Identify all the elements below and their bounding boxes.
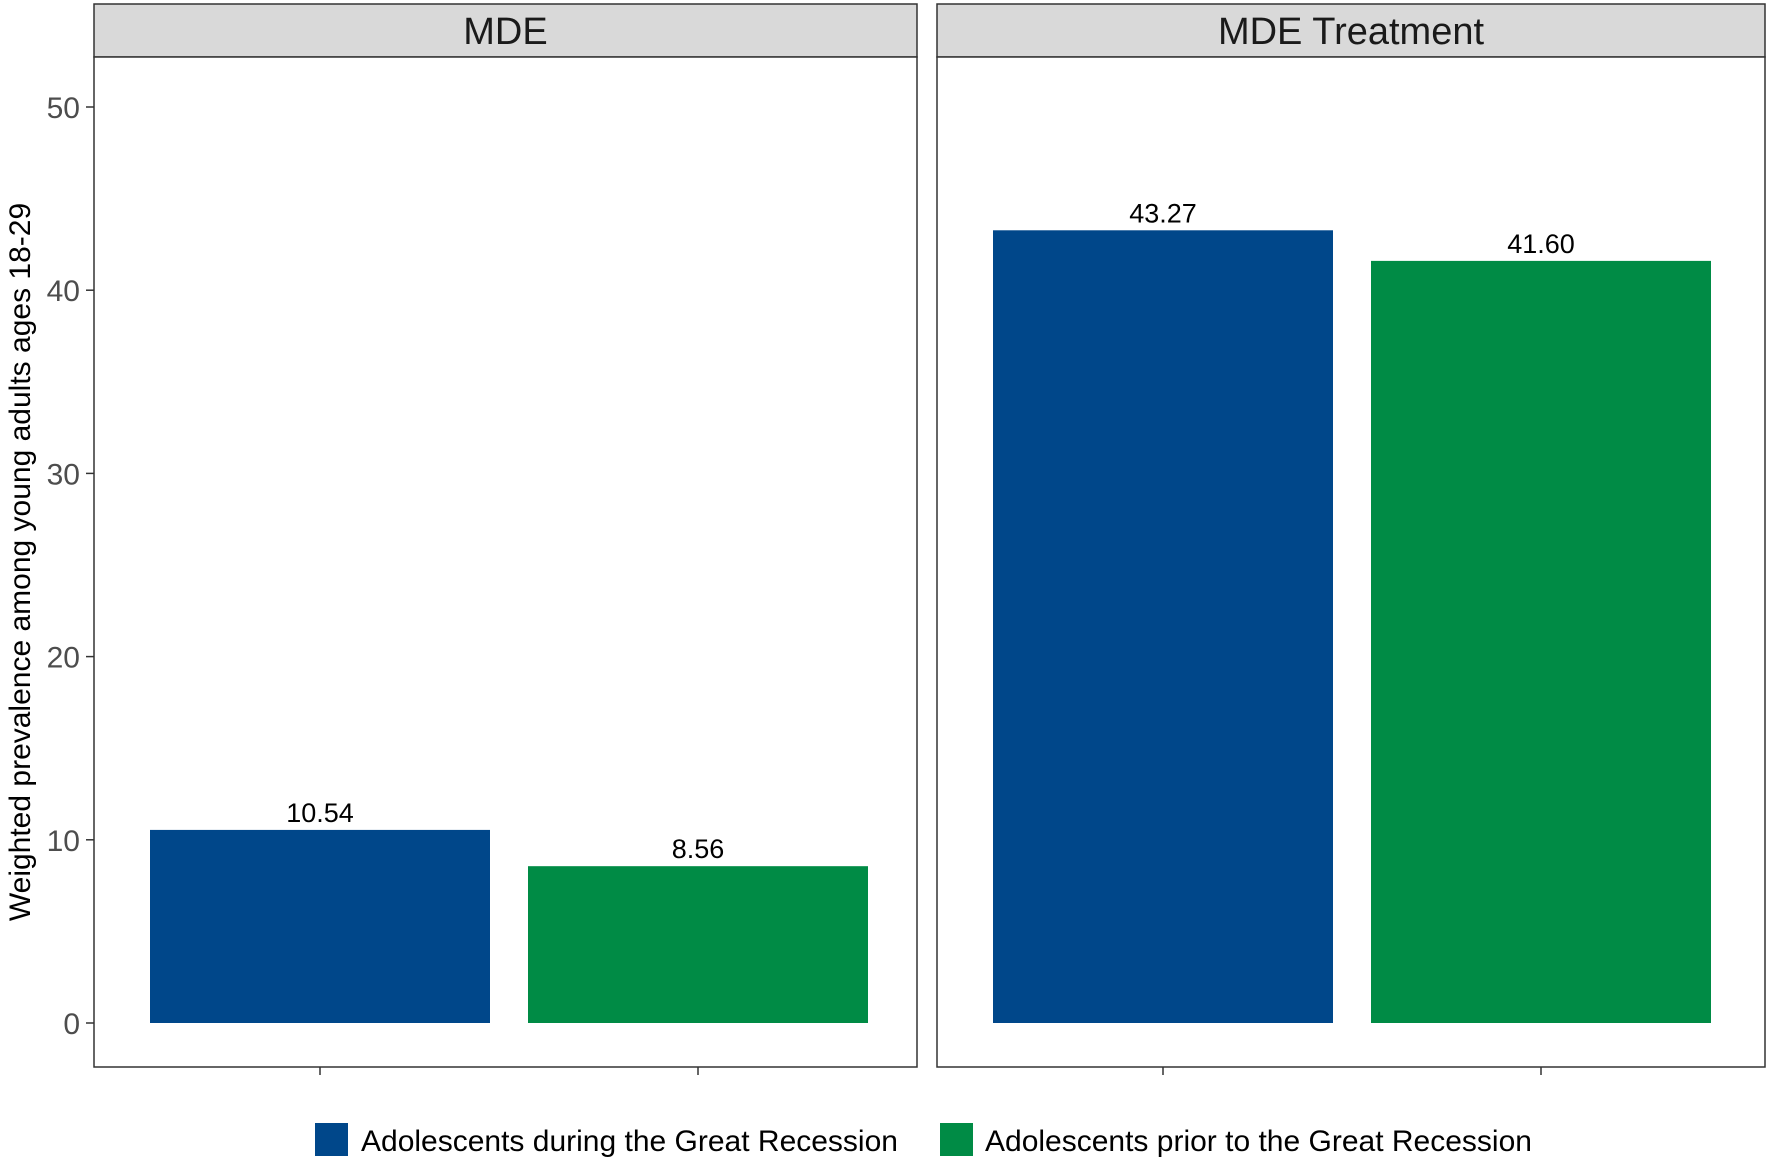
facet-strip xyxy=(936,3,1766,58)
data-label: 43.27 xyxy=(1129,198,1197,228)
bar-during xyxy=(150,829,490,1023)
legend-swatch-prior xyxy=(940,1123,973,1156)
facet-title: MDE Treatment xyxy=(1218,11,1485,53)
data-label: 41.60 xyxy=(1507,229,1575,259)
bar-prior xyxy=(528,866,868,1023)
y-tick-label: 50 xyxy=(47,92,80,125)
legend-swatch-during xyxy=(315,1123,348,1156)
legend-label: Adolescents prior to the Great Recession xyxy=(985,1125,1532,1158)
facet-title: MDE xyxy=(463,11,547,53)
y-tick-label: 20 xyxy=(47,642,80,675)
bar-during xyxy=(993,230,1333,1024)
y-axis-title: Weighted prevalence among young adults a… xyxy=(4,203,37,921)
y-tick-label: 40 xyxy=(47,275,80,308)
legend-label: Adolescents during the Great Recession xyxy=(361,1125,898,1158)
data-label: 10.54 xyxy=(286,798,354,828)
data-label: 8.56 xyxy=(672,834,725,864)
y-tick-label: 0 xyxy=(63,1008,80,1041)
y-tick-label: 10 xyxy=(47,825,80,858)
bar-prior xyxy=(1371,260,1711,1023)
y-tick-label: 30 xyxy=(47,458,80,491)
